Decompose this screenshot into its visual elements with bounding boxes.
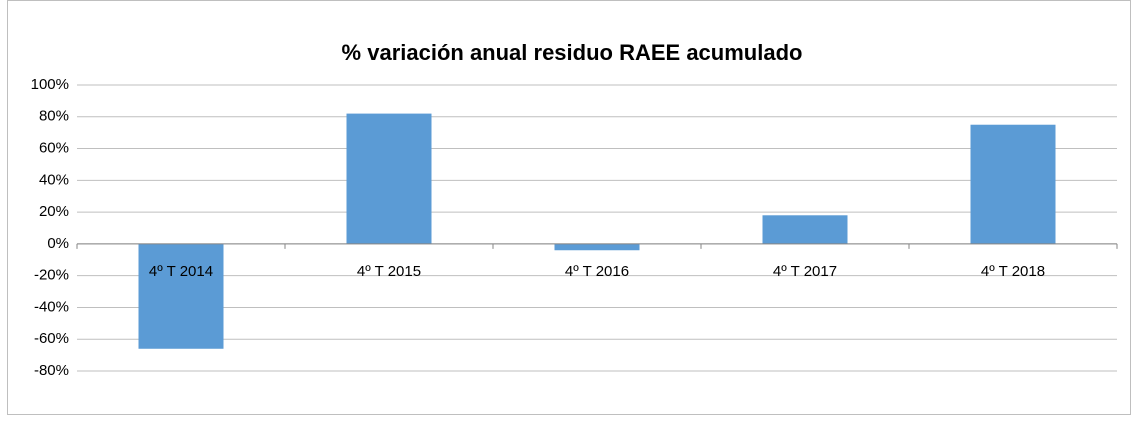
x-tick-label: 4º T 2014 <box>149 263 213 280</box>
bar <box>138 243 224 349</box>
x-tick-label: 4º T 2018 <box>981 263 1045 280</box>
x-tick-label: 4º T 2016 <box>565 263 629 280</box>
bar <box>346 113 432 244</box>
y-tick-label: 100% <box>31 76 69 93</box>
y-tick-label: -60% <box>34 330 69 347</box>
bar <box>762 215 848 244</box>
y-tick-label: 0% <box>47 235 69 252</box>
x-tick-label: 4º T 2017 <box>773 263 837 280</box>
y-tick-label: -80% <box>34 362 69 379</box>
y-tick-label: -40% <box>34 298 69 315</box>
x-tick-label: 4º T 2015 <box>357 263 421 280</box>
y-tick-label: 60% <box>39 140 69 157</box>
chart-title: % variación anual residuo RAEE acumulado <box>342 40 803 65</box>
bar <box>970 124 1056 244</box>
bar <box>554 243 640 251</box>
y-tick-label: 80% <box>39 108 69 125</box>
y-tick-label: 40% <box>39 171 69 188</box>
y-tick-label: 20% <box>39 203 69 220</box>
y-tick-label: -20% <box>34 267 69 284</box>
